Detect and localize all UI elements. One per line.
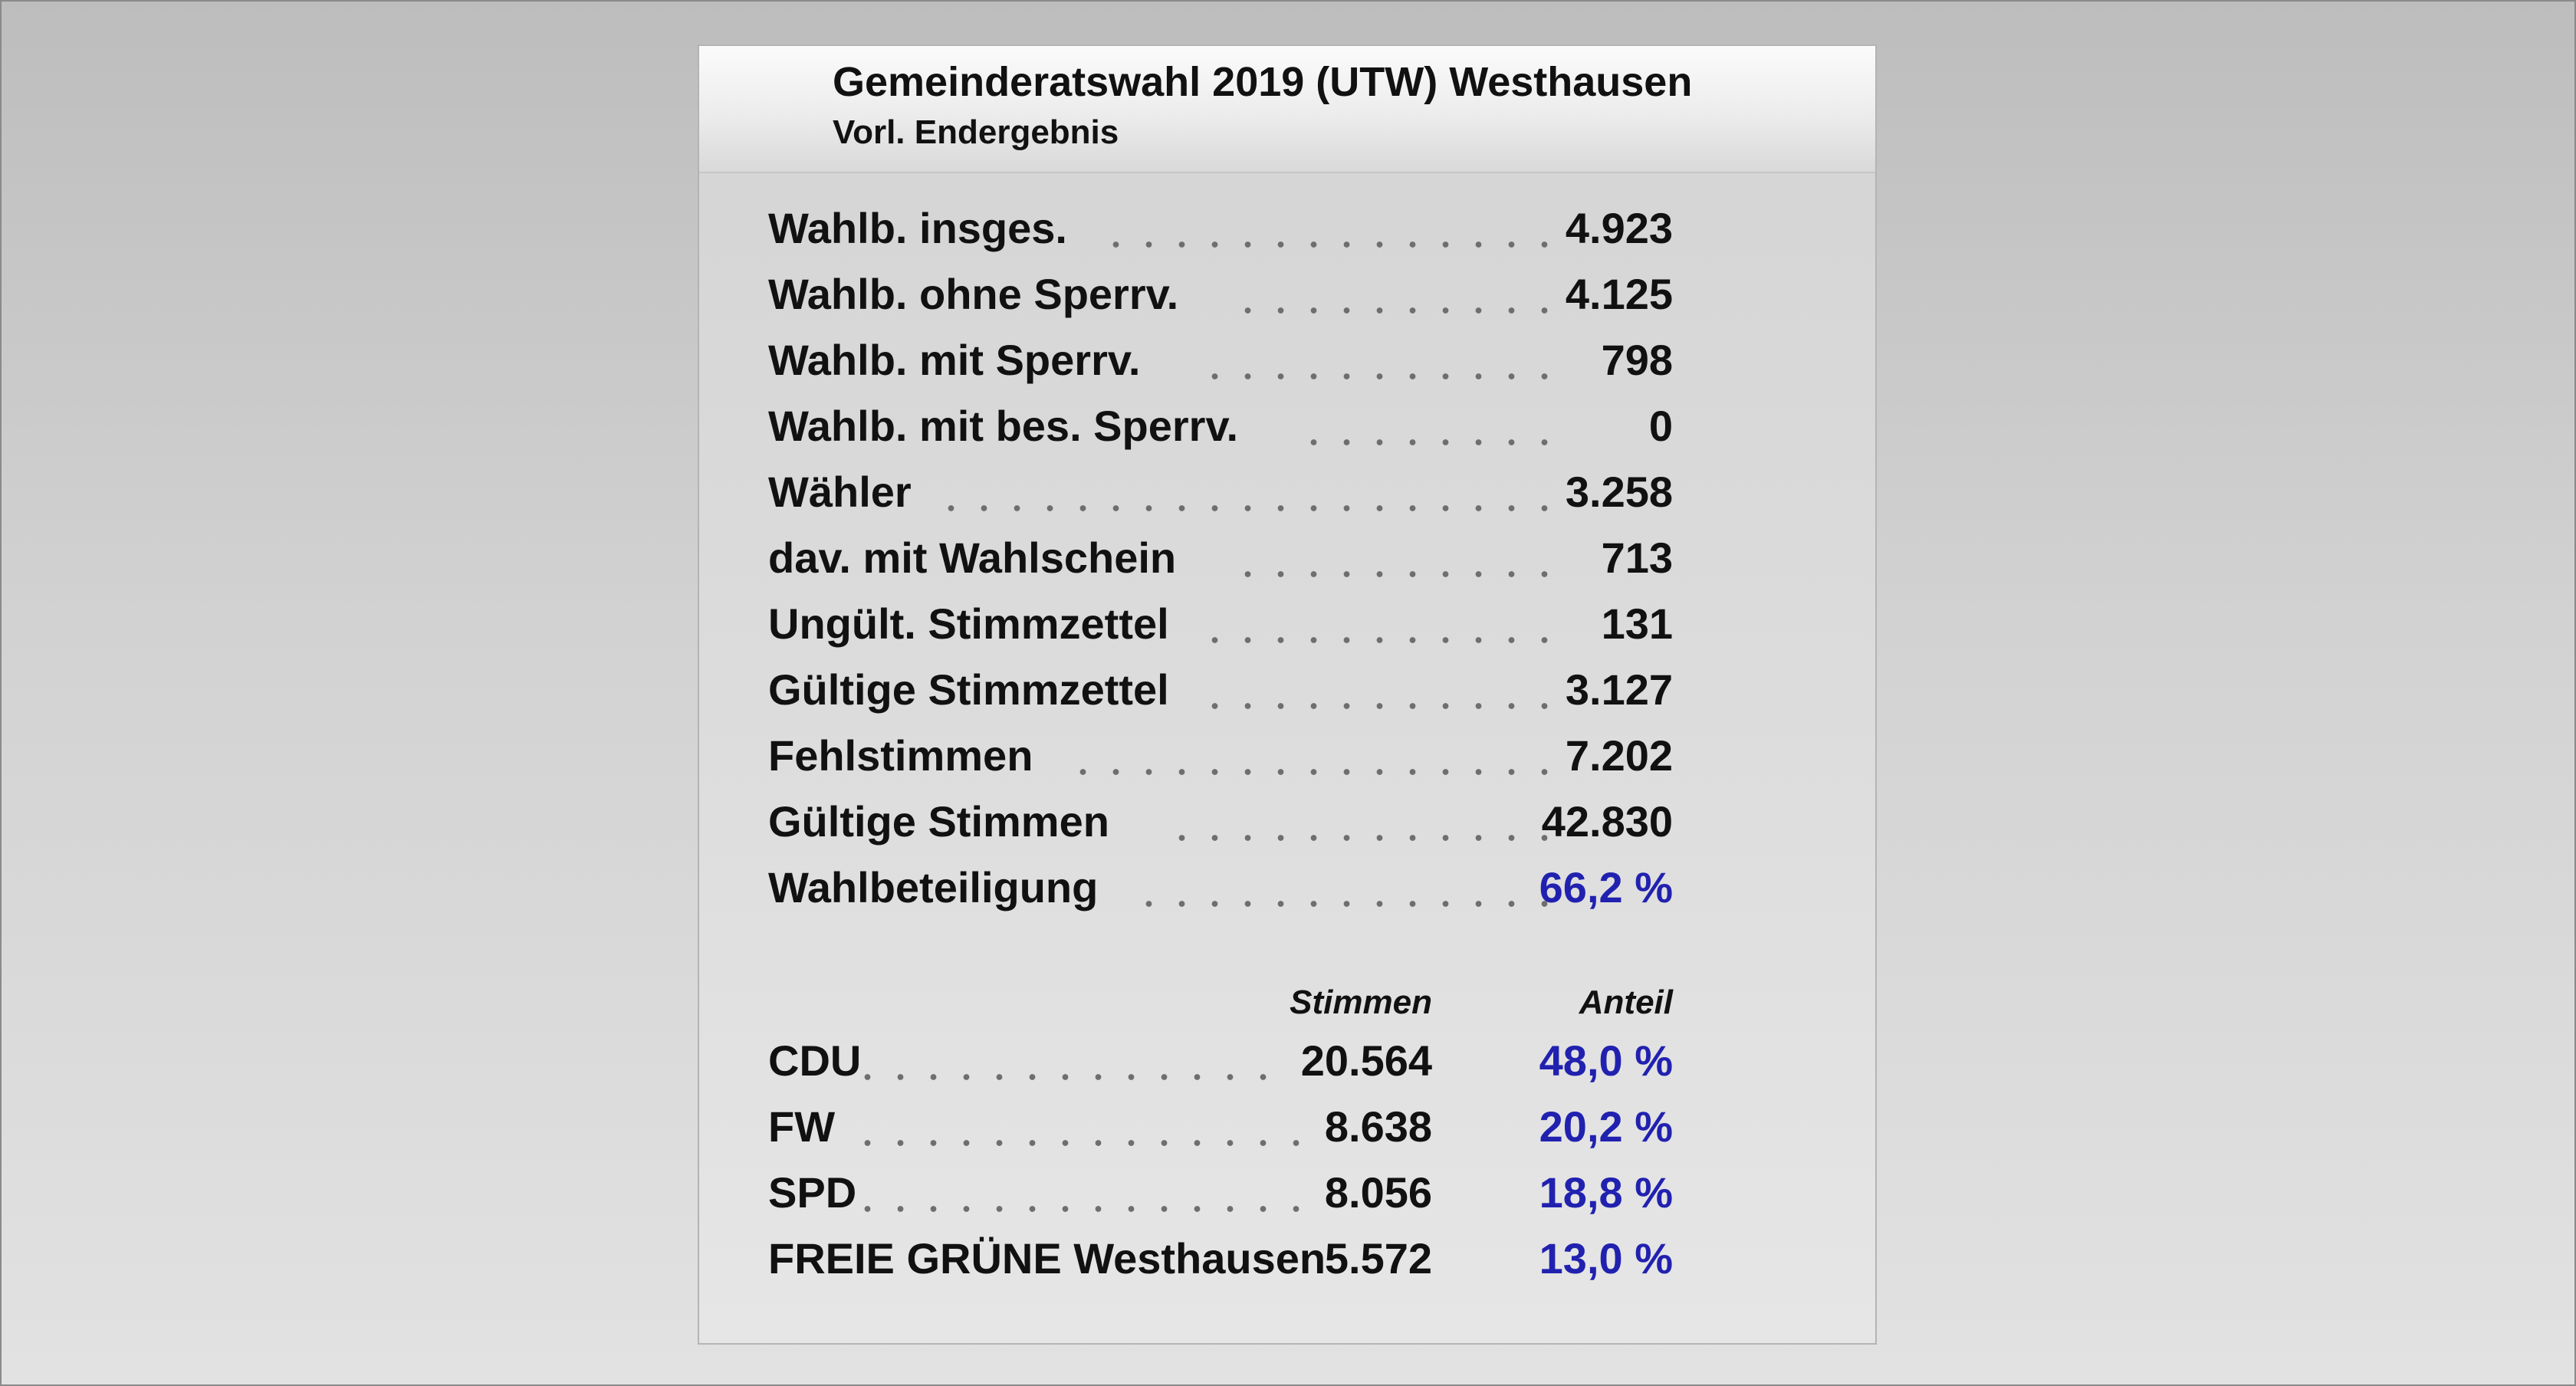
party-row: SPD 8.056 18,8 %	[768, 1162, 1673, 1223]
leader-dots	[1192, 330, 1561, 391]
summary-label: Wahlb. mit Sperrv.	[768, 336, 1141, 384]
party-column-headers: Stimmen Anteil	[768, 980, 1673, 1026]
leader-dots	[1060, 725, 1561, 787]
summary-label: dav. mit Wahlschein	[768, 534, 1177, 582]
summary-row: Wahlb. insges. 4.923	[768, 198, 1673, 259]
summary-row: dav. mit Wahlschein 713	[768, 527, 1673, 589]
leader-dots	[863, 1162, 1313, 1223]
summary-label: Ungült. Stimmzettel	[768, 599, 1169, 648]
summary-label: Wahlb. mit bes. Sperrv.	[768, 402, 1239, 450]
party-votes: 8.056	[1324, 1168, 1432, 1217]
summary-value: 3.127	[1565, 665, 1673, 714]
party-name: CDU	[768, 1036, 862, 1085]
votes-column-header: Stimmen	[1290, 984, 1432, 1021]
party-row: FREIE GRÜNE Westhausen 5.572 13,0 %	[768, 1228, 1673, 1289]
leader-dots	[1192, 659, 1561, 721]
party-votes: 20.564	[1300, 1036, 1432, 1085]
summary-value: 3.258	[1565, 468, 1673, 516]
summary-value: 4.125	[1565, 270, 1673, 318]
leader-dots	[1225, 527, 1561, 589]
summary-label: Wahlb. insges.	[768, 204, 1067, 252]
leader-dots	[1159, 791, 1561, 852]
summary-value: 713	[1601, 534, 1673, 582]
party-name: FREIE GRÜNE Westhausen	[768, 1234, 1326, 1283]
summary-value: 798	[1601, 336, 1673, 384]
turnout-value: 66,2 %	[1539, 863, 1673, 911]
summary-value: 131	[1601, 599, 1673, 648]
leader-dots	[928, 461, 1561, 523]
summary-label: Fehlstimmen	[768, 731, 1033, 780]
leader-dots	[1093, 198, 1561, 259]
leader-dots	[1192, 593, 1561, 655]
summary-value: 4.923	[1565, 204, 1673, 252]
summary-row: Gültige Stimmzettel 3.127	[768, 659, 1673, 721]
leader-dots	[863, 1096, 1313, 1158]
panel-header: Gemeinderatswahl 2019 (UTW) Westhausen V…	[699, 46, 1875, 173]
summary-row: Wahlbeteiligung 66,2 %	[768, 857, 1673, 918]
page-title: Gemeinderatswahl 2019 (UTW) Westhausen	[833, 59, 1693, 105]
party-share: 18,8 %	[1539, 1168, 1673, 1217]
share-column-header: Anteil	[1579, 984, 1673, 1021]
leader-dots	[863, 1030, 1280, 1092]
leader-dots	[1126, 857, 1561, 918]
leader-dots	[1291, 396, 1561, 457]
party-votes: 5.572	[1324, 1234, 1432, 1283]
summary-label: Wahlbeteiligung	[768, 863, 1099, 911]
summary-row: Wahlb. ohne Sperrv. 4.125	[768, 264, 1673, 325]
page-subtitle: Vorl. Endergebnis	[833, 113, 1119, 151]
summary-row: Gültige Stimmen 42.830	[768, 791, 1673, 852]
summary-row: Ungült. Stimmzettel 131	[768, 593, 1673, 655]
summary-row: Wahlb. mit bes. Sperrv. 0	[768, 396, 1673, 457]
summary-label: Wähler	[768, 468, 912, 516]
summary-value: 42.830	[1541, 797, 1673, 846]
summary-label: Wahlb. ohne Sperrv.	[768, 270, 1179, 318]
party-share: 20,2 %	[1539, 1102, 1673, 1151]
summary-row: Fehlstimmen 7.202	[768, 725, 1673, 787]
summary-row: Wähler 3.258	[768, 461, 1673, 523]
party-share: 48,0 %	[1539, 1036, 1673, 1085]
results-panel: Gemeinderatswahl 2019 (UTW) Westhausen V…	[698, 44, 1877, 1345]
party-share: 13,0 %	[1539, 1234, 1673, 1283]
party-row: FW 8.638 20,2 %	[768, 1096, 1673, 1158]
summary-value: 0	[1648, 402, 1673, 450]
party-name: FW	[768, 1102, 836, 1151]
party-row: CDU 20.564 48,0 %	[768, 1030, 1673, 1092]
summary-label: Gültige Stimmzettel	[768, 665, 1169, 714]
summary-row: Wahlb. mit Sperrv. 798	[768, 330, 1673, 391]
party-votes: 8.638	[1324, 1102, 1432, 1151]
summary-label: Gültige Stimmen	[768, 797, 1109, 846]
party-name: SPD	[768, 1168, 857, 1217]
leader-dots	[1225, 264, 1561, 325]
summary-value: 7.202	[1565, 731, 1673, 780]
